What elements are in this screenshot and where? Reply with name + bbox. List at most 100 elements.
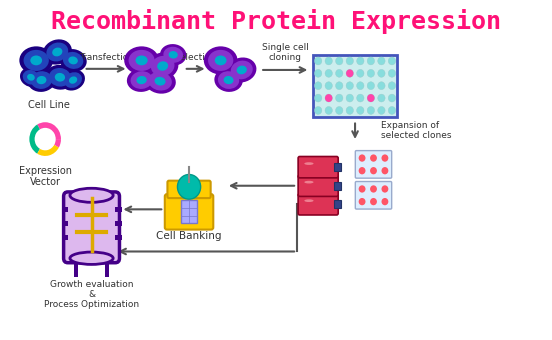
- Circle shape: [381, 167, 389, 174]
- Ellipse shape: [19, 46, 53, 74]
- Circle shape: [378, 82, 385, 90]
- Ellipse shape: [131, 71, 153, 89]
- Circle shape: [388, 57, 396, 65]
- Ellipse shape: [45, 65, 75, 90]
- Circle shape: [357, 82, 364, 90]
- Circle shape: [336, 57, 343, 65]
- Circle shape: [336, 69, 343, 77]
- Text: Single cell
cloning: Single cell cloning: [262, 43, 309, 62]
- Circle shape: [367, 69, 375, 77]
- Circle shape: [346, 106, 353, 114]
- Circle shape: [367, 94, 375, 102]
- Circle shape: [370, 154, 377, 162]
- Circle shape: [370, 198, 377, 205]
- Ellipse shape: [147, 52, 178, 80]
- Circle shape: [367, 57, 375, 65]
- Bar: [115, 221, 121, 226]
- Ellipse shape: [224, 76, 233, 84]
- FancyBboxPatch shape: [63, 192, 119, 263]
- Circle shape: [325, 94, 332, 102]
- FancyBboxPatch shape: [298, 175, 338, 197]
- Ellipse shape: [127, 68, 156, 92]
- FancyBboxPatch shape: [298, 193, 338, 215]
- Ellipse shape: [129, 50, 155, 71]
- Text: Expression
Vector: Expression Vector: [19, 166, 72, 187]
- Ellipse shape: [49, 68, 71, 87]
- Bar: [105, 257, 109, 277]
- Ellipse shape: [157, 61, 168, 71]
- Bar: [61, 235, 68, 240]
- Circle shape: [346, 69, 353, 77]
- Circle shape: [315, 94, 322, 102]
- Ellipse shape: [69, 76, 77, 84]
- Text: Cell Banking: Cell Banking: [156, 231, 222, 241]
- Circle shape: [346, 69, 353, 77]
- FancyBboxPatch shape: [298, 156, 338, 178]
- Ellipse shape: [204, 46, 237, 74]
- Ellipse shape: [55, 73, 65, 82]
- Circle shape: [359, 198, 365, 205]
- Ellipse shape: [304, 162, 314, 165]
- Ellipse shape: [304, 199, 314, 202]
- Circle shape: [177, 174, 200, 199]
- Ellipse shape: [31, 71, 52, 89]
- Circle shape: [381, 198, 389, 205]
- Circle shape: [378, 57, 385, 65]
- Circle shape: [388, 82, 396, 90]
- Circle shape: [357, 106, 364, 114]
- Circle shape: [359, 154, 365, 162]
- Ellipse shape: [163, 47, 183, 63]
- Ellipse shape: [43, 39, 72, 65]
- Ellipse shape: [60, 49, 87, 72]
- Ellipse shape: [160, 44, 187, 66]
- Ellipse shape: [215, 55, 226, 65]
- FancyBboxPatch shape: [355, 151, 392, 178]
- Ellipse shape: [237, 66, 247, 74]
- Ellipse shape: [63, 52, 83, 69]
- Circle shape: [325, 69, 332, 77]
- Circle shape: [346, 82, 353, 90]
- Bar: [335, 200, 341, 208]
- Circle shape: [336, 106, 343, 114]
- Bar: [61, 207, 68, 211]
- Ellipse shape: [231, 61, 253, 79]
- Circle shape: [346, 94, 353, 102]
- Circle shape: [336, 82, 343, 90]
- Circle shape: [315, 82, 322, 90]
- Ellipse shape: [218, 71, 239, 89]
- Circle shape: [378, 94, 385, 102]
- Ellipse shape: [70, 188, 113, 202]
- Circle shape: [359, 167, 365, 174]
- Ellipse shape: [227, 57, 257, 82]
- Ellipse shape: [24, 50, 49, 71]
- Ellipse shape: [64, 72, 82, 88]
- Ellipse shape: [70, 252, 113, 265]
- Bar: [73, 257, 78, 277]
- Circle shape: [325, 106, 332, 114]
- Circle shape: [315, 57, 322, 65]
- Ellipse shape: [304, 181, 314, 184]
- FancyBboxPatch shape: [167, 181, 211, 198]
- Ellipse shape: [27, 68, 56, 92]
- Wedge shape: [37, 122, 61, 139]
- Ellipse shape: [208, 50, 233, 71]
- FancyBboxPatch shape: [165, 194, 213, 230]
- Ellipse shape: [36, 76, 46, 84]
- Circle shape: [367, 82, 375, 90]
- Text: Expansion of
selected clones: Expansion of selected clones: [381, 121, 452, 140]
- Ellipse shape: [20, 68, 42, 87]
- Bar: [115, 235, 121, 240]
- Ellipse shape: [61, 70, 85, 90]
- Ellipse shape: [23, 70, 39, 85]
- Circle shape: [325, 94, 332, 102]
- FancyBboxPatch shape: [355, 182, 392, 209]
- Circle shape: [346, 57, 353, 65]
- Circle shape: [357, 94, 364, 102]
- FancyBboxPatch shape: [313, 55, 397, 117]
- Ellipse shape: [136, 76, 147, 84]
- Ellipse shape: [155, 77, 166, 86]
- Circle shape: [388, 69, 396, 77]
- Circle shape: [315, 106, 322, 114]
- Ellipse shape: [68, 56, 78, 64]
- Bar: [115, 207, 121, 211]
